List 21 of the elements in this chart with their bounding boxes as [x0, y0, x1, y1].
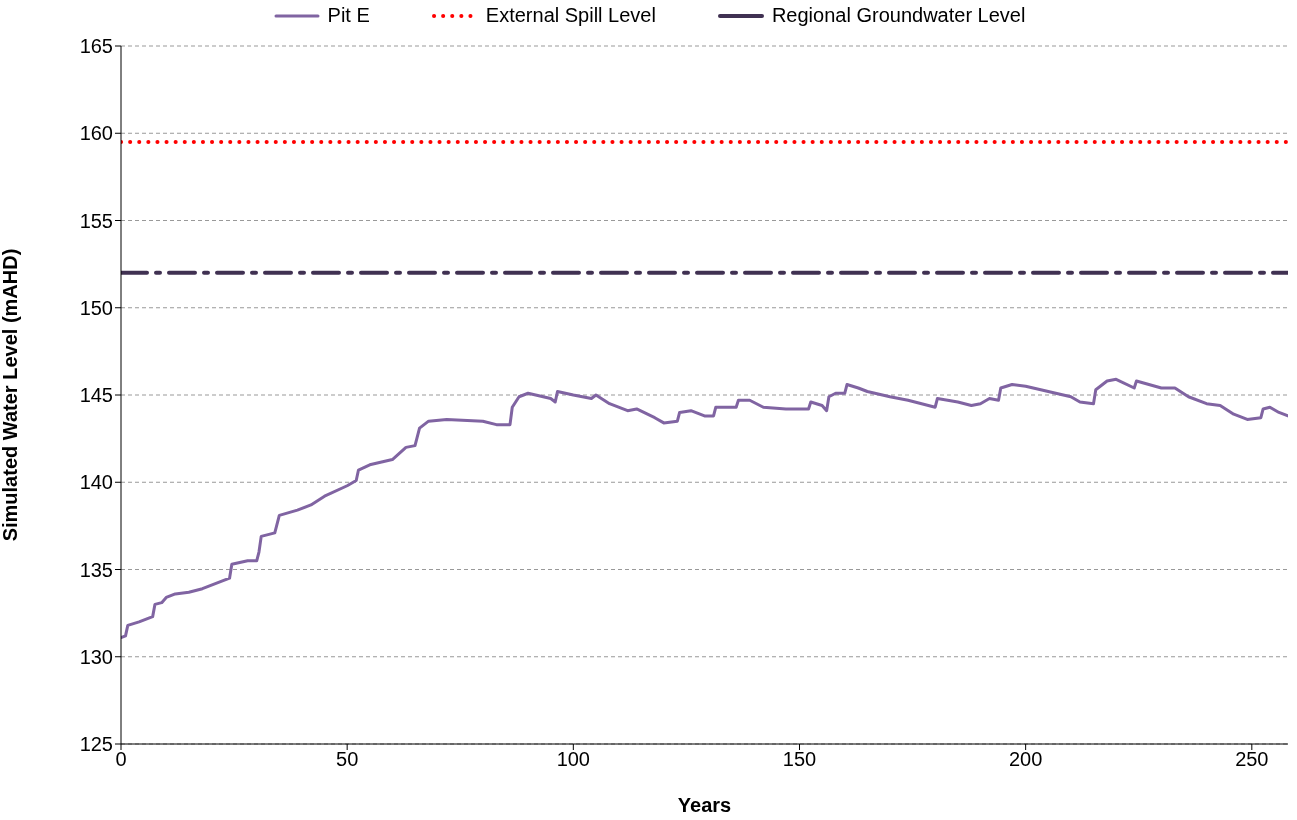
x-tick-label: 200 — [1008, 748, 1043, 771]
x-tick-label: 0 — [115, 748, 127, 771]
y-axis-title: Simulated Water Level (mAHD) — [0, 248, 22, 542]
y-tick-label: 135 — [79, 558, 113, 581]
x-tick-label: 150 — [782, 748, 817, 771]
y-tick-label: 145 — [79, 384, 113, 407]
y-tick-label: 155 — [79, 209, 113, 232]
y-tick-label: 165 — [79, 35, 113, 58]
legend-label: Regional Groundwater Level — [771, 4, 1026, 27]
x-tick-label: 250 — [1235, 748, 1269, 771]
x-axis-title: Years — [677, 794, 732, 816]
x-tick-label: 50 — [336, 748, 359, 771]
legend-label: Pit E — [327, 4, 370, 27]
y-tick-label: 130 — [79, 645, 113, 668]
y-tick-label: 160 — [79, 122, 113, 145]
y-tick-label: 125 — [79, 733, 113, 756]
legend-label: External Spill Level — [485, 4, 656, 27]
y-tick-label: 140 — [79, 471, 113, 494]
y-tick-label: 150 — [79, 296, 113, 319]
line-series — [121, 377, 1288, 640]
x-tick-label: 100 — [556, 748, 591, 771]
